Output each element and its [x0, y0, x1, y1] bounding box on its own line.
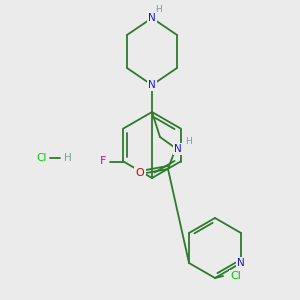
Text: N: N — [174, 144, 182, 154]
Text: H: H — [64, 153, 72, 163]
Text: H: H — [156, 5, 162, 14]
Text: N: N — [148, 80, 156, 90]
Text: Cl: Cl — [231, 271, 242, 281]
Text: N: N — [237, 258, 245, 268]
Text: O: O — [136, 168, 144, 178]
Text: F: F — [100, 157, 106, 166]
Text: N: N — [148, 13, 156, 23]
Text: H: H — [184, 136, 191, 146]
Text: Cl: Cl — [37, 153, 47, 163]
